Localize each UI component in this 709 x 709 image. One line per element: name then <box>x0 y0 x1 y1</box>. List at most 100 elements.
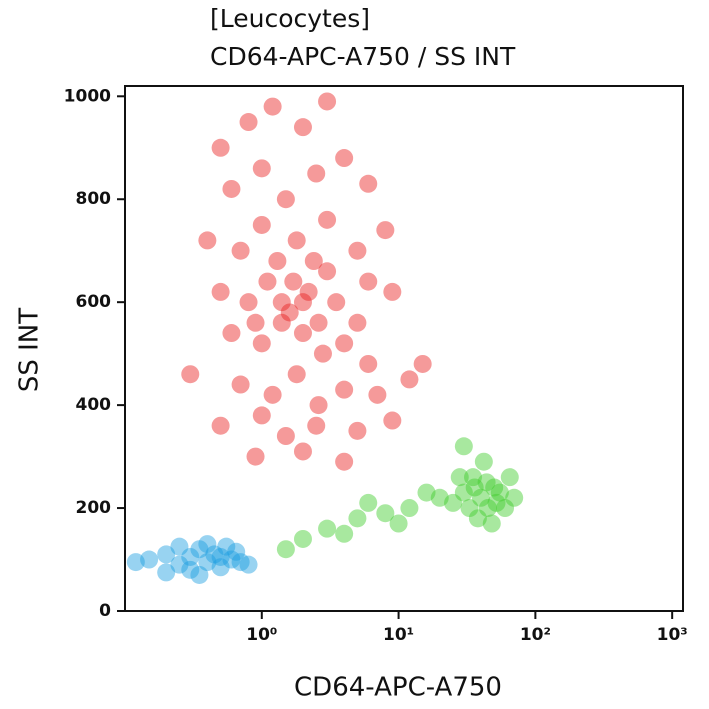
point <box>293 293 312 312</box>
point <box>368 385 387 404</box>
point <box>304 252 323 270</box>
point <box>258 272 277 291</box>
point <box>500 468 519 487</box>
point <box>490 483 509 502</box>
point <box>276 190 295 209</box>
point <box>468 509 487 528</box>
y-axis-label: SS INT <box>15 308 45 392</box>
point <box>239 293 258 312</box>
point <box>263 97 282 116</box>
point <box>198 231 217 250</box>
point <box>126 553 145 572</box>
point <box>170 537 189 556</box>
point <box>383 411 402 430</box>
point <box>482 514 501 533</box>
point <box>400 370 419 389</box>
point <box>276 427 295 445</box>
point <box>222 550 241 569</box>
point <box>487 493 506 512</box>
y-tick-label: 1000 <box>64 86 111 106</box>
point <box>246 313 265 332</box>
point <box>478 499 497 518</box>
point <box>157 545 176 564</box>
chart-subtitle: CD64-APC-A750 / SS INT <box>210 42 516 71</box>
point <box>309 396 328 415</box>
y-tick-label: 600 <box>76 292 112 312</box>
point <box>190 540 209 559</box>
point <box>348 313 367 332</box>
point <box>400 499 419 518</box>
plot-frame <box>124 85 684 612</box>
point <box>222 324 241 343</box>
point <box>318 210 337 229</box>
point <box>348 509 367 528</box>
point <box>293 529 312 548</box>
x-axis-label: CD64-APC-A750 <box>294 673 502 703</box>
point <box>272 293 291 312</box>
point <box>383 282 402 301</box>
point <box>318 262 337 281</box>
point <box>335 380 354 399</box>
point <box>211 547 230 566</box>
y-tick-label: 200 <box>76 498 112 518</box>
point <box>231 241 250 260</box>
point <box>231 553 250 572</box>
point <box>327 293 346 312</box>
point <box>140 550 159 569</box>
point <box>389 514 408 533</box>
point <box>252 159 271 178</box>
point <box>211 138 230 157</box>
point <box>276 540 295 559</box>
point <box>211 558 230 577</box>
point <box>307 416 326 435</box>
point <box>359 354 378 373</box>
point <box>460 499 479 518</box>
point <box>299 282 318 301</box>
point <box>198 553 217 572</box>
point <box>309 313 328 332</box>
x-tick-label: 10⁰ <box>246 625 277 645</box>
chart-title: [Leucocytes] <box>210 4 370 33</box>
point <box>450 468 469 487</box>
point <box>413 354 432 373</box>
point <box>222 179 241 198</box>
point <box>335 334 354 353</box>
point <box>246 447 265 466</box>
point <box>284 272 303 291</box>
point <box>430 488 449 507</box>
point <box>318 92 337 111</box>
point <box>272 313 291 332</box>
point <box>464 468 483 487</box>
point <box>348 421 367 440</box>
point <box>170 555 189 574</box>
point <box>444 493 463 512</box>
point <box>505 488 524 507</box>
point <box>280 303 299 322</box>
point <box>231 375 250 394</box>
point <box>376 504 395 523</box>
x-tick-label: 10¹ <box>383 625 414 645</box>
point <box>313 344 332 363</box>
point <box>263 385 282 404</box>
point <box>252 334 271 353</box>
point <box>239 113 258 132</box>
point <box>181 365 200 384</box>
point <box>205 545 224 564</box>
point <box>359 174 378 193</box>
point <box>376 221 395 240</box>
point <box>496 499 515 518</box>
point <box>181 547 200 566</box>
y-tick-label: 0 <box>99 601 111 621</box>
point <box>335 149 354 168</box>
point <box>471 488 490 507</box>
point <box>474 452 493 471</box>
point <box>293 442 312 461</box>
point <box>335 452 354 471</box>
point <box>318 519 337 538</box>
x-tick-label: 10³ <box>657 625 688 645</box>
point <box>293 324 312 343</box>
plot-points <box>126 92 524 584</box>
point <box>359 493 378 512</box>
point <box>239 555 258 574</box>
point <box>227 542 246 561</box>
